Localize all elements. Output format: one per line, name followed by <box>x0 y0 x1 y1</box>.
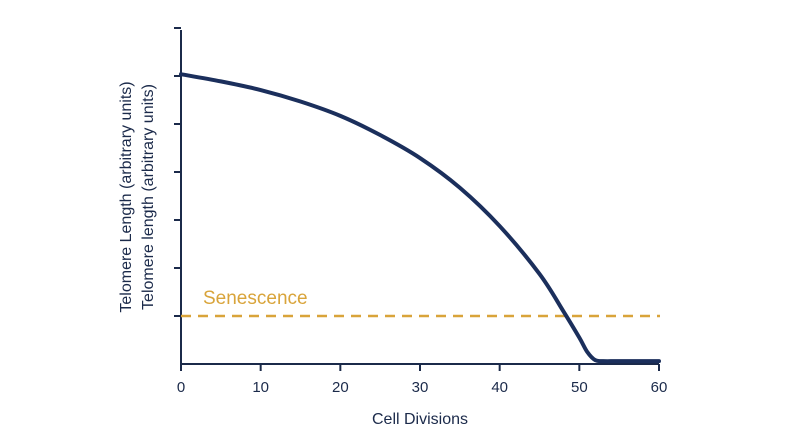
senescence-label: Senescence <box>203 288 308 309</box>
x-tick-label: 10 <box>252 379 269 396</box>
y-axis-title-line-1: Telomere Length (arbitrary units) <box>118 81 135 312</box>
y-axis-title-line-2: Telomere length (arbitrary units) <box>140 84 157 310</box>
x-tick-label: 0 <box>177 379 185 396</box>
senescence-threshold: Senescence <box>181 288 660 318</box>
x-tick-label: 50 <box>571 379 588 396</box>
axes <box>180 30 659 365</box>
telomere-length-curve <box>179 72 661 364</box>
series <box>179 72 661 364</box>
x-tick-label: 30 <box>412 379 429 396</box>
ticks: 0 10 20 30 40 50 60 <box>174 27 668 396</box>
x-tick-label: 40 <box>491 379 508 396</box>
x-tick-label: 20 <box>332 379 349 396</box>
x-axis-title: Cell Divisions <box>372 411 468 428</box>
x-tick-label: 60 <box>651 379 668 396</box>
